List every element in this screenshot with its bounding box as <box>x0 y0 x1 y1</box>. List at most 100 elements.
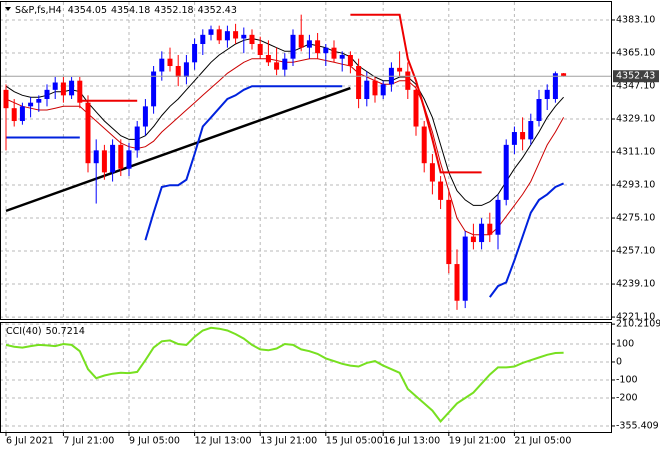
last-price-label: 4352.43 <box>616 71 655 82</box>
ohlc-open: 4354.05 <box>68 5 107 16</box>
y-tick-label: 4257.10 <box>616 246 655 257</box>
candle-body <box>69 80 75 96</box>
candle-body <box>323 47 329 54</box>
y-tick-label: 4383.10 <box>616 14 655 25</box>
y-tick-label: 4221.10 <box>616 312 655 323</box>
y-tick-label: 4311.10 <box>616 147 655 158</box>
x-tick-label: 7 Jul 21:00 <box>63 436 114 447</box>
candle-body <box>454 264 460 301</box>
candle-body <box>356 66 362 100</box>
overlay-line <box>79 13 482 174</box>
candle-body <box>552 73 558 100</box>
candle-body <box>429 163 435 182</box>
x-tick-label: 13 Jul 21:00 <box>260 436 317 447</box>
candle-body <box>44 89 50 100</box>
candle-body <box>101 150 107 173</box>
candle-body <box>200 34 206 44</box>
candle-body <box>470 236 476 243</box>
candle-body <box>364 80 370 100</box>
candle-body <box>503 144 509 200</box>
menu-triangle <box>5 7 11 11</box>
candle-body <box>134 126 140 151</box>
candle-body <box>19 106 25 122</box>
candle-body <box>487 223 493 235</box>
candle-body <box>520 132 526 140</box>
candle-body <box>3 89 9 109</box>
candle-body <box>544 89 550 100</box>
x-tick-label: 16 Jul 13:00 <box>383 436 440 447</box>
x-tick-label: 21 Jul 05:00 <box>514 436 571 447</box>
x-tick-label: 9 Jul 05:00 <box>129 436 180 447</box>
candle-body <box>11 108 17 122</box>
cci-frame <box>0 322 612 433</box>
candle-body <box>438 181 444 200</box>
candle-body <box>126 150 132 169</box>
candle-body <box>159 58 165 72</box>
candle-body <box>274 62 280 70</box>
y-tick-label: 4347.10 <box>616 80 655 91</box>
candle-body <box>380 84 386 96</box>
y-tick-label: 4329.10 <box>616 114 655 125</box>
candle-body <box>479 223 485 243</box>
candle-body <box>224 31 230 41</box>
candle-body <box>192 43 198 63</box>
candle-body <box>93 150 99 164</box>
candle-body <box>52 82 58 90</box>
ohlc-low: 4352.18 <box>154 5 193 16</box>
candle-body <box>421 126 427 164</box>
ohlc-close: 4352.43 <box>198 5 237 16</box>
overlay-line <box>6 85 565 298</box>
y-tick-label: 4365.10 <box>616 47 655 58</box>
y-tick-label: 4275.10 <box>616 213 655 224</box>
candle-body <box>282 58 288 70</box>
candle-body <box>511 132 517 145</box>
price-header: S&P,fs,H4 4354.05 4354.18 4352.18 4352.43 <box>15 5 237 16</box>
candle-body <box>151 71 157 107</box>
candle-body <box>446 199 452 265</box>
overlay-line <box>5 37 564 206</box>
candle-body <box>536 99 542 122</box>
candle-body <box>28 102 34 107</box>
candle-body <box>306 40 312 48</box>
x-tick-label: 6 Jul 2021 <box>6 436 54 447</box>
candle-body <box>495 199 501 235</box>
x-tick-label: 19 Jul 21:00 <box>449 436 506 447</box>
candle-body <box>233 31 239 39</box>
price-frame <box>0 1 612 320</box>
candle-body <box>183 62 189 78</box>
candle-body <box>85 102 91 164</box>
candle-body <box>347 55 353 67</box>
candle-body <box>315 40 321 54</box>
candle-body <box>118 144 124 169</box>
candle-body <box>216 29 222 41</box>
candle-body <box>413 89 419 127</box>
candle-body <box>36 99 42 103</box>
candle-body <box>60 82 66 96</box>
cci-value: 50.7214 <box>46 326 85 337</box>
y-tick-label: 4293.10 <box>616 180 655 191</box>
candle-body <box>77 80 83 103</box>
candle-body <box>561 73 567 77</box>
y-tick-label: 4239.10 <box>616 279 655 290</box>
cci-line <box>5 326 564 423</box>
y-tick-label: -355.409 <box>616 420 659 431</box>
x-tick-label: 12 Jul 13:00 <box>195 436 252 447</box>
cci-header: CCI(40) 50.7214 <box>6 326 85 337</box>
candle-body <box>397 67 403 72</box>
candle-body <box>167 58 173 67</box>
candle-body <box>265 55 271 63</box>
x-tick-label: 15 Jul 05:00 <box>326 436 383 447</box>
cci-title: CCI(40) <box>6 326 42 337</box>
y-tick-label: 210.2109 <box>616 319 660 330</box>
candle-body <box>331 47 337 59</box>
trendline <box>5 86 351 213</box>
y-tick-label: -200 <box>616 392 638 403</box>
candle-body <box>528 121 534 140</box>
symbol: S&P,fs,H4 <box>15 5 62 16</box>
y-tick-label: -100 <box>616 374 638 385</box>
last-price-box <box>613 70 659 83</box>
candle-body <box>257 43 263 55</box>
